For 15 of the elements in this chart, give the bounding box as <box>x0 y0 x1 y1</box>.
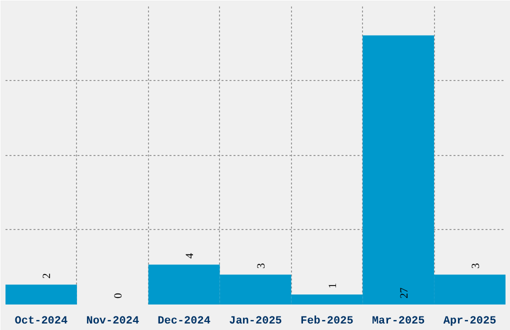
x-tick-label: Feb-2025 <box>300 316 354 328</box>
x-tick-label: Jan-2025 <box>229 316 282 328</box>
x-tick-label: Mar-2025 <box>372 316 426 328</box>
data-label: 4 <box>184 252 196 259</box>
data-label: 0 <box>112 292 125 299</box>
x-tick-label: Oct-2024 <box>14 316 68 328</box>
data-label: 2 <box>41 273 54 279</box>
data-label: 3 <box>470 262 482 269</box>
data-label: 27 <box>398 287 410 299</box>
data-label: 1 <box>326 283 339 289</box>
x-tick-label: Dec-2024 <box>158 316 211 328</box>
bar <box>6 284 77 304</box>
x-tick-label: Apr-2025 <box>443 316 497 328</box>
x-tick-label: Nov-2024 <box>86 316 140 328</box>
data-label: 3 <box>256 262 268 269</box>
